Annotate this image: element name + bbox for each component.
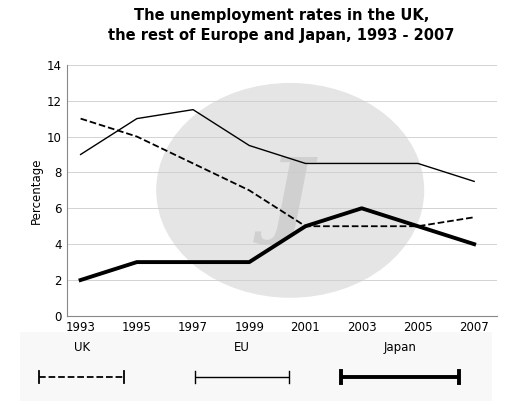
Y-axis label: Percentage: Percentage (30, 157, 42, 224)
Text: UK: UK (74, 341, 90, 354)
Text: The unemployment rates in the UK,
the rest of Europe and Japan, 1993 - 2007: The unemployment rates in the UK, the re… (109, 8, 455, 43)
Text: Japan: Japan (383, 341, 416, 354)
Text: J: J (268, 156, 313, 245)
Ellipse shape (157, 84, 423, 297)
FancyBboxPatch shape (2, 329, 510, 404)
Text: EU: EU (234, 341, 250, 354)
